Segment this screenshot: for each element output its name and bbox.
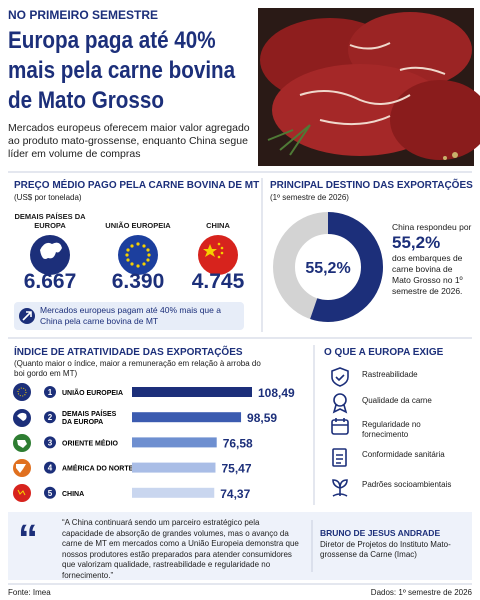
quote-mark: “	[18, 517, 38, 561]
rank-badge	[44, 486, 56, 499]
price-label: UNIÃO EUROPEIA	[105, 221, 171, 230]
section-title: PREÇO MÉDIO PAGO PELA CARNE BOVINA DE MT	[14, 180, 260, 191]
price-value: 6.390	[111, 270, 165, 293]
share-text: China respondeu por 55,2% dos embarques …	[392, 222, 472, 297]
rank: 1	[48, 388, 53, 397]
meat-photo	[258, 8, 480, 166]
unit-label: (US$ por tonelada)	[14, 193, 82, 202]
subtitle: Mercados europeus oferecem maior valor a…	[8, 122, 250, 160]
index-note: (Quanto maior o índice, maior a remunera…	[14, 359, 261, 378]
section-title: O QUE A EUROPA EXIGE	[324, 347, 444, 358]
bar	[132, 487, 215, 498]
quote-role: Diretor de Projetos do Instituto Mato-gr…	[320, 540, 451, 559]
price-value: 4.745	[191, 270, 245, 293]
period-label: (1º semestre de 2026)	[270, 193, 349, 202]
source: Fonte: Imea	[8, 588, 51, 597]
headline: Europa paga até 40% mais pela carne bovi…	[8, 27, 236, 114]
row-name: ORIENTE MÉDIO	[62, 438, 119, 447]
row-name: DEMAIS PAÍSES DA EUROPA	[62, 409, 117, 426]
section-title: ÍNDICE DE ATRATIVIDADE DAS EXPORTAÇÕES	[14, 347, 243, 358]
donut-slice	[273, 212, 383, 322]
requirement: Regularidade no fornecimento	[362, 420, 421, 439]
price-value: 6.667	[23, 270, 77, 293]
quote-text: “A China continuará sendo um parceiro es…	[62, 518, 299, 580]
quote-author: BRUNO DE JESUS ANDRADE	[320, 528, 441, 538]
row-name: CHINA	[62, 491, 84, 498]
requirement: Rastreabilidade	[362, 370, 418, 379]
price-label: DEMAIS PAÍSES DA EUROPA	[14, 212, 86, 230]
requirement-icons	[331, 367, 349, 497]
eu-flag-icon	[118, 235, 158, 275]
rank: 2	[48, 413, 53, 422]
rank: 3	[48, 438, 53, 447]
rank-badge	[44, 436, 56, 449]
share-value: 55,2%	[392, 233, 441, 252]
requirement: Padrões socioambientais	[362, 480, 452, 489]
bar	[132, 462, 216, 473]
rank-badge	[44, 386, 56, 398]
bar	[132, 412, 242, 423]
bar-chart: 1 UNIÃO EUROPEIA 108,49 2 DEMAIS PAÍSES DA EU…	[44, 386, 295, 501]
kicker: NO PRIMEIRO SEMESTRE	[8, 8, 159, 22]
rank-badge	[44, 461, 56, 474]
bar-value: 74,37	[220, 487, 250, 501]
price-items: DEMAIS PAÍSES DA EUROPA 6.667 UNIÃO EUROPE…	[10, 208, 260, 298]
row-name: AMÉRICA DO NORTE	[62, 464, 134, 473]
bar-value: 76,58	[223, 436, 253, 450]
index-icons	[13, 383, 31, 502]
price-label: CHINA	[206, 221, 230, 230]
data-note: Dados: 1º semestre de 2026	[370, 588, 472, 597]
text: dos embarques de carne bovina de Mato Gr…	[392, 253, 463, 296]
china-flag-icon	[198, 235, 238, 275]
section-title: PRINCIPAL DESTINO DAS EXPORTAÇÕES	[270, 180, 473, 191]
quote-box	[8, 512, 472, 580]
rank: 5	[48, 489, 53, 498]
text: China respondeu por	[392, 222, 472, 232]
bar-value: 75,47	[221, 462, 251, 476]
bar-value: 98,59	[247, 411, 277, 425]
note-box	[14, 302, 244, 330]
bar	[132, 387, 252, 397]
row-name: UNIÃO EUROPEIA	[62, 388, 123, 397]
donut-label: 55,2%	[305, 260, 350, 277]
requirement: Conformidade sanitária	[362, 450, 445, 459]
bar-value: 108,49	[258, 386, 295, 400]
donut-chart: 55,2%	[273, 212, 383, 322]
note: Mercados europeus pagam até 40% mais que…	[40, 305, 221, 326]
rank: 4	[48, 464, 53, 473]
rank-badge	[44, 411, 56, 424]
europe-icon	[30, 235, 70, 275]
bar	[132, 437, 217, 448]
requirement: Qualidade da carne	[362, 396, 432, 405]
